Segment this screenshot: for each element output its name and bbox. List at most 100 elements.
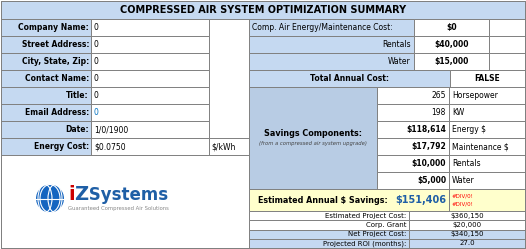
Text: $0.0750: $0.0750 bbox=[94, 142, 126, 151]
Text: $0: $0 bbox=[446, 23, 457, 32]
Bar bbox=[489, 19, 525, 36]
Text: $17,792: $17,792 bbox=[411, 142, 446, 151]
Bar bbox=[249, 87, 377, 189]
Text: 27.0: 27.0 bbox=[459, 240, 475, 246]
Bar bbox=[450, 70, 525, 87]
Text: $15,000: $15,000 bbox=[434, 57, 469, 66]
Text: $10,000: $10,000 bbox=[411, 159, 446, 168]
Bar bbox=[1, 70, 91, 87]
Text: 198: 198 bbox=[432, 108, 446, 117]
Text: 0: 0 bbox=[94, 40, 99, 49]
Text: FALSE: FALSE bbox=[474, 74, 500, 83]
Bar bbox=[414, 19, 489, 36]
Text: 0: 0 bbox=[94, 108, 99, 117]
Text: $20,000: $20,000 bbox=[452, 222, 482, 228]
Text: Rentals: Rentals bbox=[452, 159, 481, 168]
Text: $360,150: $360,150 bbox=[450, 213, 484, 219]
Bar bbox=[377, 138, 449, 155]
Text: Energy Cost:: Energy Cost: bbox=[34, 142, 89, 151]
Bar bbox=[449, 189, 525, 211]
Text: Date:: Date: bbox=[65, 125, 89, 134]
Bar bbox=[377, 87, 449, 104]
Text: Street Address:: Street Address: bbox=[22, 40, 89, 49]
Bar bbox=[91, 19, 209, 36]
Bar bbox=[249, 19, 414, 36]
Bar bbox=[377, 121, 449, 138]
Text: $5,000: $5,000 bbox=[417, 176, 446, 185]
Text: Systems: Systems bbox=[83, 186, 168, 203]
Text: 0: 0 bbox=[94, 74, 99, 83]
Text: 1/0/1900: 1/0/1900 bbox=[94, 125, 128, 134]
Bar bbox=[1, 121, 91, 138]
Text: $151,406: $151,406 bbox=[395, 195, 446, 205]
Bar bbox=[1, 155, 249, 248]
Text: Guaranteed Compressed Air Solutions: Guaranteed Compressed Air Solutions bbox=[68, 206, 169, 211]
Bar bbox=[409, 230, 525, 239]
Text: #DIV/0!: #DIV/0! bbox=[452, 193, 474, 198]
Bar bbox=[489, 53, 525, 70]
Text: 0: 0 bbox=[94, 91, 99, 100]
Bar bbox=[91, 87, 209, 104]
Bar bbox=[449, 121, 525, 138]
Text: $/kWh: $/kWh bbox=[211, 142, 235, 151]
Bar bbox=[1, 138, 91, 155]
Text: Title:: Title: bbox=[66, 91, 89, 100]
Bar bbox=[1, 53, 91, 70]
Bar bbox=[249, 36, 414, 53]
Text: Company Name:: Company Name: bbox=[18, 23, 89, 32]
Text: KW: KW bbox=[452, 108, 464, 117]
Bar bbox=[91, 36, 209, 53]
Text: (from a compressed air system upgrade): (from a compressed air system upgrade) bbox=[259, 140, 367, 145]
Text: 0: 0 bbox=[94, 23, 99, 32]
Text: COMPRESSED AIR SYSTEM OPTIMIZATION SUMMARY: COMPRESSED AIR SYSTEM OPTIMIZATION SUMMA… bbox=[120, 5, 406, 15]
Bar bbox=[1, 19, 91, 36]
Text: Estimated Annual $ Savings:: Estimated Annual $ Savings: bbox=[258, 195, 388, 204]
Bar bbox=[249, 189, 449, 211]
Bar bbox=[409, 220, 525, 230]
Bar bbox=[449, 87, 525, 104]
Bar bbox=[91, 104, 209, 121]
Bar bbox=[377, 172, 449, 189]
Text: $340,150: $340,150 bbox=[450, 231, 484, 237]
Text: Horsepower: Horsepower bbox=[452, 91, 498, 100]
Text: Water: Water bbox=[388, 57, 411, 66]
Bar bbox=[409, 211, 525, 220]
Text: Z: Z bbox=[74, 185, 88, 204]
Bar bbox=[91, 53, 209, 70]
Text: Rentals: Rentals bbox=[382, 40, 411, 49]
Text: Energy $: Energy $ bbox=[452, 125, 486, 134]
Bar bbox=[91, 138, 209, 155]
Text: 0: 0 bbox=[94, 57, 99, 66]
Text: #DIV/0!: #DIV/0! bbox=[452, 201, 474, 206]
Text: $118,614: $118,614 bbox=[406, 125, 446, 134]
Bar bbox=[249, 239, 409, 248]
Text: Savings Components:: Savings Components: bbox=[264, 128, 362, 137]
Text: Water: Water bbox=[452, 176, 475, 185]
Bar bbox=[1, 87, 91, 104]
Text: Total Annual Cost:: Total Annual Cost: bbox=[310, 74, 389, 83]
Text: i: i bbox=[68, 185, 75, 204]
Text: Maintenance $: Maintenance $ bbox=[452, 142, 509, 151]
Bar bbox=[449, 104, 525, 121]
Bar bbox=[209, 138, 249, 155]
Bar bbox=[377, 104, 449, 121]
Text: 265: 265 bbox=[431, 91, 446, 100]
Bar bbox=[414, 36, 489, 53]
Text: Corp. Grant: Corp. Grant bbox=[366, 222, 406, 228]
Bar bbox=[249, 211, 409, 220]
Text: Contact Name:: Contact Name: bbox=[25, 74, 89, 83]
Bar bbox=[414, 53, 489, 70]
Bar bbox=[91, 121, 209, 138]
Text: Comp. Air Energy/Maintenance Cost:: Comp. Air Energy/Maintenance Cost: bbox=[252, 23, 393, 32]
Bar bbox=[91, 70, 209, 87]
Bar bbox=[1, 36, 91, 53]
Bar bbox=[249, 53, 414, 70]
Text: $40,000: $40,000 bbox=[434, 40, 469, 49]
Bar bbox=[489, 36, 525, 53]
Bar bbox=[1, 104, 91, 121]
Bar bbox=[449, 155, 525, 172]
Bar bbox=[1, 1, 525, 19]
Text: Estimated Project Cost:: Estimated Project Cost: bbox=[325, 213, 406, 219]
Text: City, State, Zip:: City, State, Zip: bbox=[22, 57, 89, 66]
Bar bbox=[409, 239, 525, 248]
